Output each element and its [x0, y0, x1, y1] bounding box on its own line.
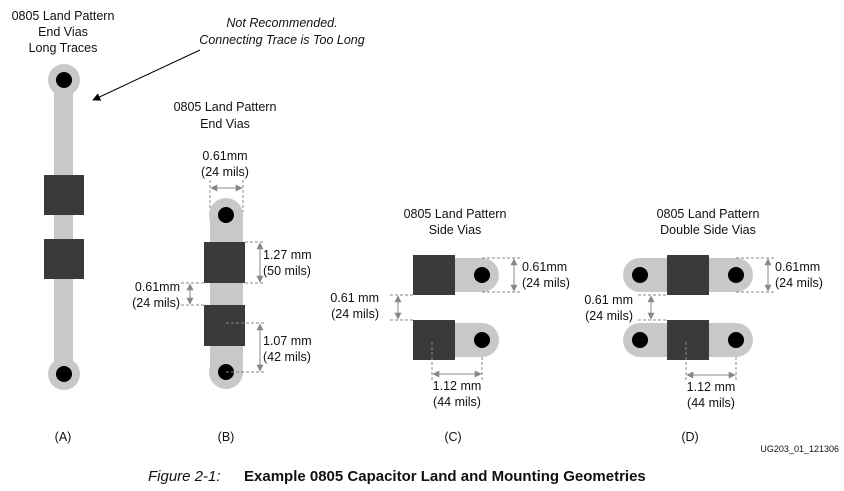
diagram-a: 0805 Land Pattern End Vias Long Traces N…	[12, 9, 365, 444]
diagram-b: 0805 Land Pattern End Vias 0.61mm (24 mi…	[132, 100, 312, 444]
diagram-d: 0805 Land Pattern Double Side Vias 0.61m…	[584, 207, 823, 444]
pad-bottom	[204, 305, 245, 346]
diagram-b-title-line-2: End Vias	[200, 117, 250, 131]
diagram-c-width-mils: (24 mils)	[522, 276, 570, 290]
diagram-b-via-offset-mils: (42 mils)	[263, 350, 311, 364]
pad-top	[44, 175, 84, 215]
diagram-a-note-line-2: Connecting Trace is Too Long	[199, 33, 364, 47]
diagram-b-gap-value: 0.61mm	[135, 280, 180, 294]
pad-top	[204, 242, 245, 283]
diagram-b-label: (B)	[218, 430, 235, 444]
diagram-b-gap-mils: (24 mils)	[132, 296, 180, 310]
diagram-a-title-line-3: Long Traces	[29, 41, 98, 55]
pad-bottom	[44, 239, 84, 279]
diagram-d-width-value: 0.61mm	[775, 260, 820, 274]
diagram-d-width-mils: (24 mils)	[775, 276, 823, 290]
diagram-d-gap-mils: (24 mils)	[585, 309, 633, 323]
diagram-c-width-value: 0.61mm	[522, 260, 567, 274]
pad-bottom	[667, 320, 709, 360]
diagram-c-gap-value: 0.61 mm	[330, 291, 379, 305]
via-bottom-right	[728, 332, 744, 348]
via-top	[474, 267, 490, 283]
diagram-d-title-line-2: Double Side Vias	[660, 223, 756, 237]
diagram-b-width-mils: (24 mils)	[201, 165, 249, 179]
diagram-c-title-line-2: Side Vias	[429, 223, 482, 237]
via-bottom-left	[632, 332, 648, 348]
diagram-c-via-offset-value: 1.12 mm	[433, 379, 482, 393]
diagram-b-via-offset-value: 1.07 mm	[263, 334, 312, 348]
diagram-c-via-offset-mils: (44 mils)	[433, 395, 481, 409]
diagram-d-via-offset-mils: (44 mils)	[687, 396, 735, 410]
pad-top	[667, 255, 709, 295]
figure-id: UG203_01_121306	[760, 444, 839, 454]
diagram-b-pad-length-mils: (50 mils)	[263, 264, 311, 278]
pad-bottom	[413, 320, 455, 360]
diagram-a-title-line-2: End Vias	[38, 25, 88, 39]
diagram-c-gap-mils: (24 mils)	[331, 307, 379, 321]
diagram-a-title-line-1: 0805 Land Pattern	[12, 9, 115, 23]
long-trace	[54, 80, 73, 375]
diagram-d-gap-value: 0.61 mm	[584, 293, 633, 307]
diagram-b-pad-length-value: 1.27 mm	[263, 248, 312, 262]
diagram-c-title-line-1: 0805 Land Pattern	[404, 207, 507, 221]
diagram-d-label: (D)	[681, 430, 698, 444]
diagram-a-label: (A)	[55, 430, 72, 444]
via-bottom	[474, 332, 490, 348]
diagram-b-width-value: 0.61mm	[202, 149, 247, 163]
diagram-c: 0805 Land Pattern Side Vias 0.61mm (24 m…	[330, 207, 570, 444]
diagram-d-via-offset-value: 1.12 mm	[687, 380, 736, 394]
via-top	[56, 72, 72, 88]
note-arrow	[92, 49, 201, 101]
via-top-right	[728, 267, 744, 283]
via-top-left	[632, 267, 648, 283]
via-bottom	[56, 366, 72, 382]
trace	[210, 215, 243, 373]
caption-title: Example 0805 Capacitor Land and Mounting…	[244, 468, 646, 485]
pad-top	[413, 255, 455, 295]
diagram-d-title-line-1: 0805 Land Pattern	[657, 207, 760, 221]
diagram-a-note-line-1: Not Recommended.	[226, 16, 337, 30]
diagram-c-label: (C)	[444, 430, 461, 444]
caption-prefix: Figure 2-1:	[148, 468, 221, 485]
diagram-b-title-line-1: 0805 Land Pattern	[174, 100, 277, 114]
via-top	[218, 207, 234, 223]
